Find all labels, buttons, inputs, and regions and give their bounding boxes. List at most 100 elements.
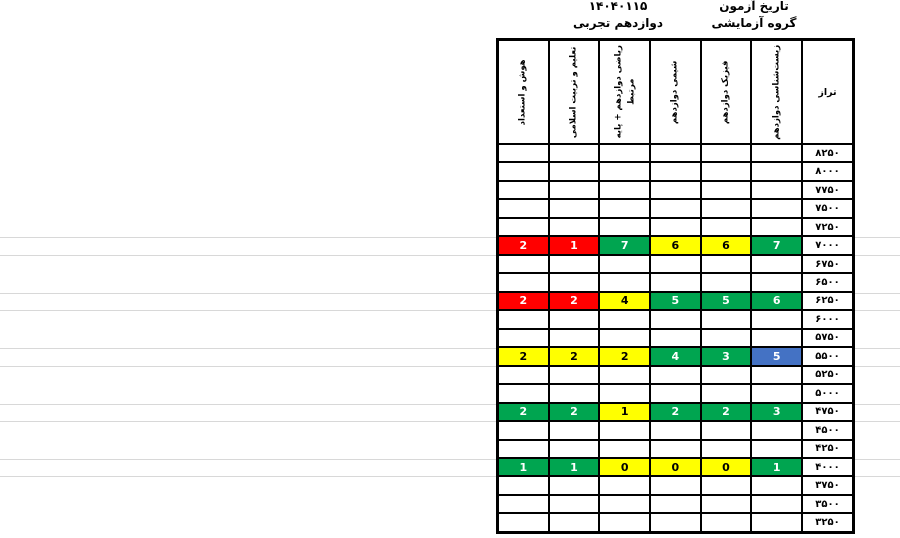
score-cell[interactable] [648, 477, 700, 494]
score-cell[interactable]: 6 [750, 292, 801, 310]
score-cell[interactable] [499, 330, 548, 346]
score-cell[interactable] [598, 311, 649, 328]
score-cell[interactable] [648, 200, 700, 217]
score-cell[interactable] [648, 495, 700, 513]
score-cell[interactable]: 1 [750, 458, 801, 476]
score-cell[interactable] [750, 274, 801, 291]
score-cell[interactable]: 0 [648, 458, 700, 476]
score-cell[interactable]: 7 [750, 237, 801, 254]
score-cell[interactable]: 0 [699, 458, 751, 476]
score-cell[interactable] [547, 311, 599, 328]
score-cell[interactable] [547, 477, 599, 494]
score-cell[interactable]: 3 [750, 403, 801, 421]
score-cell[interactable] [699, 255, 751, 273]
score-cell[interactable] [699, 366, 751, 384]
score-cell[interactable] [750, 311, 801, 328]
score-cell[interactable] [499, 422, 548, 438]
score-cell[interactable] [547, 495, 599, 513]
taraz-cell[interactable]: ۸۰۰۰ [801, 163, 852, 180]
score-cell[interactable] [699, 145, 751, 162]
score-cell[interactable] [750, 422, 801, 439]
taraz-cell[interactable]: ۳۵۰۰ [801, 495, 852, 513]
score-cell[interactable]: 1 [547, 458, 599, 476]
score-cell[interactable] [699, 514, 751, 531]
score-cell[interactable] [598, 440, 649, 457]
score-cell[interactable]: 4 [648, 348, 700, 365]
score-cell[interactable] [648, 422, 700, 439]
score-cell[interactable]: 6 [699, 237, 751, 254]
score-cell[interactable]: 2 [699, 403, 751, 421]
score-cell[interactable] [547, 422, 599, 439]
score-cell[interactable] [547, 181, 599, 199]
score-cell[interactable] [750, 329, 801, 347]
score-cell[interactable] [750, 200, 801, 217]
score-cell[interactable]: 5 [699, 292, 751, 310]
score-cell[interactable] [598, 218, 649, 236]
column-header-riazi[interactable]: ریاضی دوازدهم + پایه مرتبط [598, 41, 649, 143]
score-cell[interactable] [547, 218, 599, 236]
taraz-cell[interactable]: ۴۲۵۰ [801, 440, 852, 457]
score-cell[interactable] [648, 366, 700, 384]
score-cell[interactable] [499, 256, 548, 272]
taraz-cell[interactable]: ۴۵۰۰ [801, 422, 852, 439]
score-cell[interactable] [499, 219, 548, 235]
score-cell[interactable] [699, 329, 751, 347]
score-cell[interactable] [547, 366, 599, 384]
score-cell[interactable]: 2 [498, 237, 548, 254]
score-cell[interactable] [750, 440, 801, 457]
score-cell[interactable]: 5 [648, 292, 700, 310]
score-cell[interactable] [547, 274, 599, 291]
score-cell[interactable] [598, 385, 649, 402]
score-cell[interactable] [598, 514, 649, 531]
score-cell[interactable] [499, 274, 548, 290]
score-cell[interactable] [750, 255, 801, 273]
score-cell[interactable] [648, 163, 700, 180]
taraz-cell[interactable]: ۷۲۵۰ [801, 218, 852, 236]
score-cell[interactable] [648, 514, 700, 531]
score-cell[interactable] [648, 145, 700, 162]
column-header-zist[interactable]: زیست‌شناسی دوازدهم [750, 41, 801, 143]
score-cell[interactable] [648, 181, 700, 199]
score-cell[interactable] [547, 145, 599, 162]
score-cell[interactable] [499, 367, 548, 383]
column-header-shimi[interactable]: شیمی دوازدهم [648, 41, 700, 143]
score-cell[interactable] [598, 495, 649, 513]
score-cell[interactable] [499, 200, 548, 216]
score-cell[interactable] [499, 385, 548, 401]
taraz-cell[interactable]: ۴۰۰۰ [801, 458, 852, 476]
score-cell[interactable] [547, 440, 599, 457]
taraz-cell[interactable]: ۸۲۵۰ [801, 145, 852, 162]
score-cell[interactable] [598, 200, 649, 217]
score-cell[interactable]: 2 [498, 292, 548, 310]
score-cell[interactable] [648, 218, 700, 236]
score-cell[interactable] [499, 182, 548, 198]
score-cell[interactable] [750, 366, 801, 384]
column-header-hoosh[interactable]: هوش و استعداد [498, 41, 548, 143]
score-cell[interactable] [699, 385, 751, 402]
score-cell[interactable] [699, 422, 751, 439]
score-cell[interactable]: 7 [598, 237, 649, 254]
score-cell[interactable] [598, 422, 649, 439]
score-cell[interactable] [648, 440, 700, 457]
score-cell[interactable] [598, 366, 649, 384]
score-cell[interactable] [750, 163, 801, 180]
score-cell[interactable] [499, 441, 548, 457]
score-cell[interactable]: 1 [547, 237, 599, 254]
score-cell[interactable] [699, 477, 751, 494]
score-cell[interactable] [547, 200, 599, 217]
taraz-cell[interactable]: ۶۰۰۰ [801, 311, 852, 328]
column-header-fizik[interactable]: فیزیک دوازدهم [699, 41, 751, 143]
taraz-cell[interactable]: ۶۵۰۰ [801, 274, 852, 291]
score-cell[interactable] [499, 496, 548, 512]
score-cell[interactable] [699, 311, 751, 328]
score-cell[interactable] [699, 274, 751, 291]
taraz-cell[interactable]: ۵۰۰۰ [801, 385, 852, 402]
score-cell[interactable]: 4 [598, 292, 649, 310]
score-cell[interactable] [750, 385, 801, 402]
score-cell[interactable] [598, 255, 649, 273]
score-cell[interactable] [648, 311, 700, 328]
score-cell[interactable] [648, 274, 700, 291]
score-cell[interactable]: 2 [547, 403, 599, 421]
score-cell[interactable] [598, 181, 649, 199]
score-cell[interactable] [499, 477, 548, 493]
